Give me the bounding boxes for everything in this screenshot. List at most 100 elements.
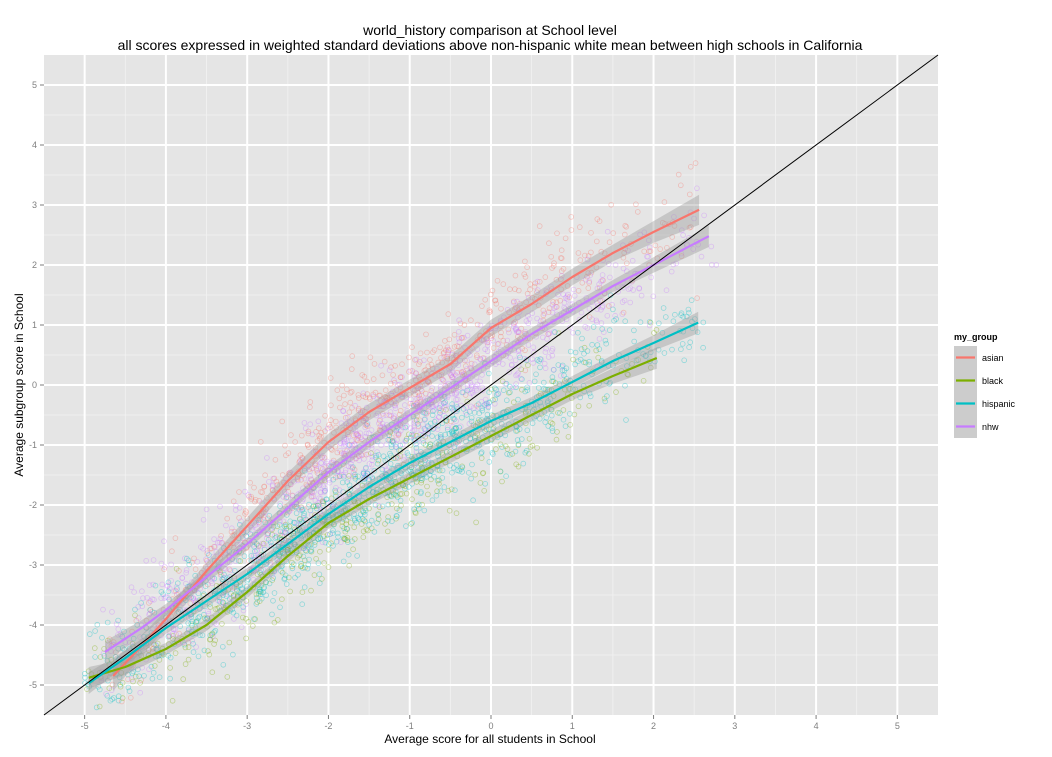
- scatter-point: [252, 548, 258, 554]
- scatter-point: [346, 409, 353, 416]
- scatter-point: [253, 591, 260, 598]
- scatter-point: [129, 640, 136, 647]
- scatter-point: [308, 519, 315, 526]
- scatter-point: [534, 289, 540, 296]
- scatter-point: [353, 436, 360, 443]
- scatter-point: [367, 396, 373, 402]
- scatter-point: [408, 464, 415, 470]
- scatter-point: [92, 645, 98, 651]
- scatter-point: [132, 673, 139, 680]
- scatter-point: [388, 390, 394, 397]
- scatter-point: [216, 598, 223, 605]
- scatter-point: [438, 354, 444, 361]
- scatter-point: [429, 397, 435, 404]
- scatter-point: [355, 395, 362, 401]
- scatter-point: [382, 521, 388, 527]
- scatter-point: [598, 358, 605, 364]
- scatter-point: [390, 491, 397, 497]
- scatter-point: [320, 498, 326, 505]
- scatter-point: [425, 379, 431, 385]
- scatter-point: [366, 394, 373, 401]
- scatter-point: [352, 500, 358, 507]
- scatter-point: [554, 429, 560, 435]
- x-axis-ticks: -5 -4 -3 -2 -1 0 1 2 3 4 5: [81, 715, 900, 731]
- scatter-point: [297, 515, 303, 522]
- scatter-point: [189, 559, 195, 566]
- scatter-point: [462, 357, 468, 364]
- grid-major: [44, 55, 938, 715]
- scatter-point: [585, 253, 592, 259]
- scatter-point: [598, 248, 605, 255]
- scatter-point: [538, 410, 545, 417]
- scatter-point: [388, 364, 394, 371]
- scatter-point: [279, 472, 286, 478]
- scatter-point: [415, 385, 421, 391]
- scatter-point: [344, 448, 350, 454]
- scatter-point: [248, 496, 255, 502]
- scatter-point: [558, 276, 564, 282]
- scatter-point: [396, 411, 403, 418]
- scatter-point: [606, 239, 613, 246]
- scatter-point: [207, 636, 214, 643]
- scatter-point: [261, 484, 267, 490]
- scatter-point: [106, 685, 113, 691]
- scatter-point: [207, 636, 213, 643]
- scatter-point: [471, 409, 478, 416]
- scatter-point: [428, 361, 435, 368]
- scatter-point: [301, 584, 308, 590]
- scatter-point: [107, 674, 113, 681]
- scatter-point: [204, 615, 211, 621]
- scatter-point: [289, 505, 296, 512]
- scatter-point: [437, 344, 443, 351]
- scatter-point: [256, 588, 262, 595]
- scatter-point: [393, 515, 399, 522]
- scatter-point: [497, 441, 504, 448]
- scatter-point: [454, 369, 460, 376]
- scatter-point: [314, 470, 321, 476]
- scatter-point: [260, 509, 267, 516]
- scatter-point: [308, 548, 315, 555]
- scatter-point: [298, 504, 305, 511]
- scatter-point: [301, 557, 308, 564]
- scatter-point: [687, 224, 694, 230]
- scatter-point: [344, 534, 351, 541]
- scatter-point: [575, 403, 582, 410]
- scatter-point: [439, 449, 446, 456]
- scatter-point: [555, 409, 561, 416]
- scatter-point: [311, 572, 318, 578]
- scatter-point: [296, 459, 303, 466]
- scatter-point: [330, 521, 337, 528]
- scatter-point: [412, 510, 419, 517]
- scatter-point: [294, 554, 301, 561]
- scatter-point: [117, 683, 124, 690]
- scatter-point: [593, 264, 600, 271]
- scatter-point: [368, 525, 375, 532]
- scatter-point: [488, 421, 494, 428]
- scatter-point: [302, 564, 308, 571]
- scatter-point: [415, 423, 422, 429]
- scatter-point: [440, 452, 446, 458]
- scatter-point: [341, 392, 347, 399]
- scatter-point: [470, 422, 477, 429]
- scatter-point: [434, 488, 440, 495]
- scatter-point: [214, 565, 221, 571]
- scatter-point: [258, 512, 265, 518]
- scatter-point: [121, 646, 127, 653]
- scatter-point: [473, 352, 480, 359]
- scatter-point: [566, 294, 573, 301]
- scatter-point: [446, 507, 453, 514]
- scatter-point: [289, 559, 295, 566]
- scatter-point: [474, 337, 481, 343]
- scatter-point: [254, 541, 260, 548]
- scatter-point: [350, 432, 357, 439]
- scatter-point: [622, 222, 628, 229]
- scatter-point: [555, 362, 562, 368]
- scatter-point: [149, 608, 155, 615]
- chart-subtitle: all scores expressed in weighted standar…: [118, 37, 863, 53]
- scatter-point: [586, 279, 592, 286]
- scatter-point: [520, 460, 527, 467]
- scatter-point: [375, 457, 382, 464]
- scatter-point: [332, 418, 339, 425]
- scatter-point: [359, 372, 366, 378]
- scatter-point: [327, 531, 333, 537]
